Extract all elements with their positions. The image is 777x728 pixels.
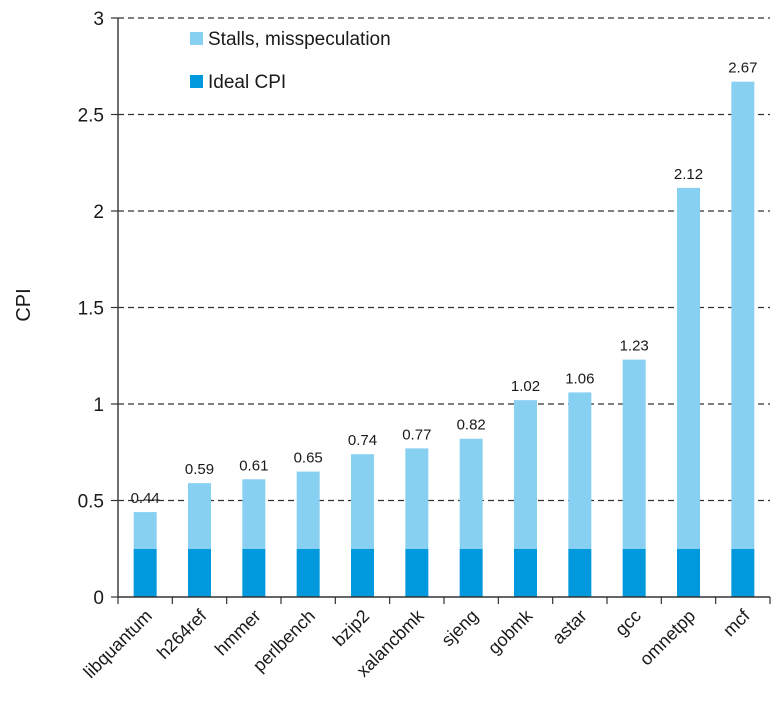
category-label: h264ref [153,605,211,663]
y-tick-label: 1 [93,395,104,416]
category-label: astar [548,606,590,648]
bar-total-label: 2.67 [728,60,757,77]
bar-stalls-misspeculation [188,483,211,549]
y-tick-label: 0 [93,588,104,609]
legend-swatch [190,32,203,45]
category-label: hmmer [211,606,265,660]
y-axis-title: CPI [13,288,35,321]
bar-stalls-misspeculation [296,471,320,549]
bar-ideal-cpi [459,548,483,597]
bar-stalls-misspeculation [459,438,483,549]
y-tick-label: 0.5 [78,492,104,513]
bar-stalls-misspeculation [242,479,266,549]
bar-ideal-cpi [242,548,266,597]
bar-ideal-cpi [568,548,592,597]
bar-total-label: 0.61 [239,457,268,474]
bar-ideal-cpi [677,548,700,597]
y-tick-label: 1.5 [78,299,104,320]
legend-label: Stalls, misspeculation [208,29,391,50]
bar-ideal-cpi [514,548,537,597]
bar-ideal-cpi [405,548,429,597]
bar-total-label: 0.59 [185,461,214,478]
gridlines [118,17,770,502]
bar-stalls-misspeculation [405,448,429,549]
bar-total-label: 1.02 [511,378,540,395]
category-label: omnetpp [636,606,700,670]
bar-stalls-misspeculation [677,187,700,549]
category-label: gcc [611,606,645,640]
y-tick-label: 2 [93,202,104,223]
data-labels: 0.44 0.59 0.61 0.65 0.74 0.77 0.82 1.02 1.06 1.23… [131,60,758,507]
category-label: libquantum [80,606,156,682]
category-label: bzip2 [329,606,374,651]
y-tick-label: 3 [93,9,104,30]
bar-stalls-misspeculation [568,392,592,549]
category-label: mcf [719,605,754,640]
bars [133,81,755,597]
category-label: gobmk [484,605,537,658]
bar-stalls-misspeculation [731,81,755,549]
legend-swatch [190,75,203,88]
bar-ideal-cpi [133,548,157,597]
bar-total-label: 0.82 [457,417,486,434]
bar-ideal-cpi [622,548,646,597]
bar-stalls-misspeculation [133,512,157,549]
category-label: sjeng [437,606,482,651]
bar-stalls-misspeculation [351,454,374,549]
bar-total-label: 0.44 [131,490,160,507]
y-tick-label: 2.5 [78,106,104,127]
bar-stalls-misspeculation [622,359,646,549]
bar-ideal-cpi [188,548,211,597]
bar-total-label: 2.12 [674,166,703,183]
bar-ideal-cpi [296,548,320,597]
bar-ideal-cpi [731,548,755,597]
bar-total-label: 1.23 [620,338,649,355]
bar-ideal-cpi [351,548,374,597]
bar-stalls-misspeculation [514,400,537,549]
bar-total-label: 0.77 [402,426,431,443]
legend: Stalls, misspeculation Ideal CPI [190,29,391,93]
bar-total-label: 0.65 [294,450,323,467]
bar-total-label: 1.06 [565,370,594,387]
legend-label: Ideal CPI [208,72,286,93]
bar-total-label: 0.74 [348,432,377,449]
